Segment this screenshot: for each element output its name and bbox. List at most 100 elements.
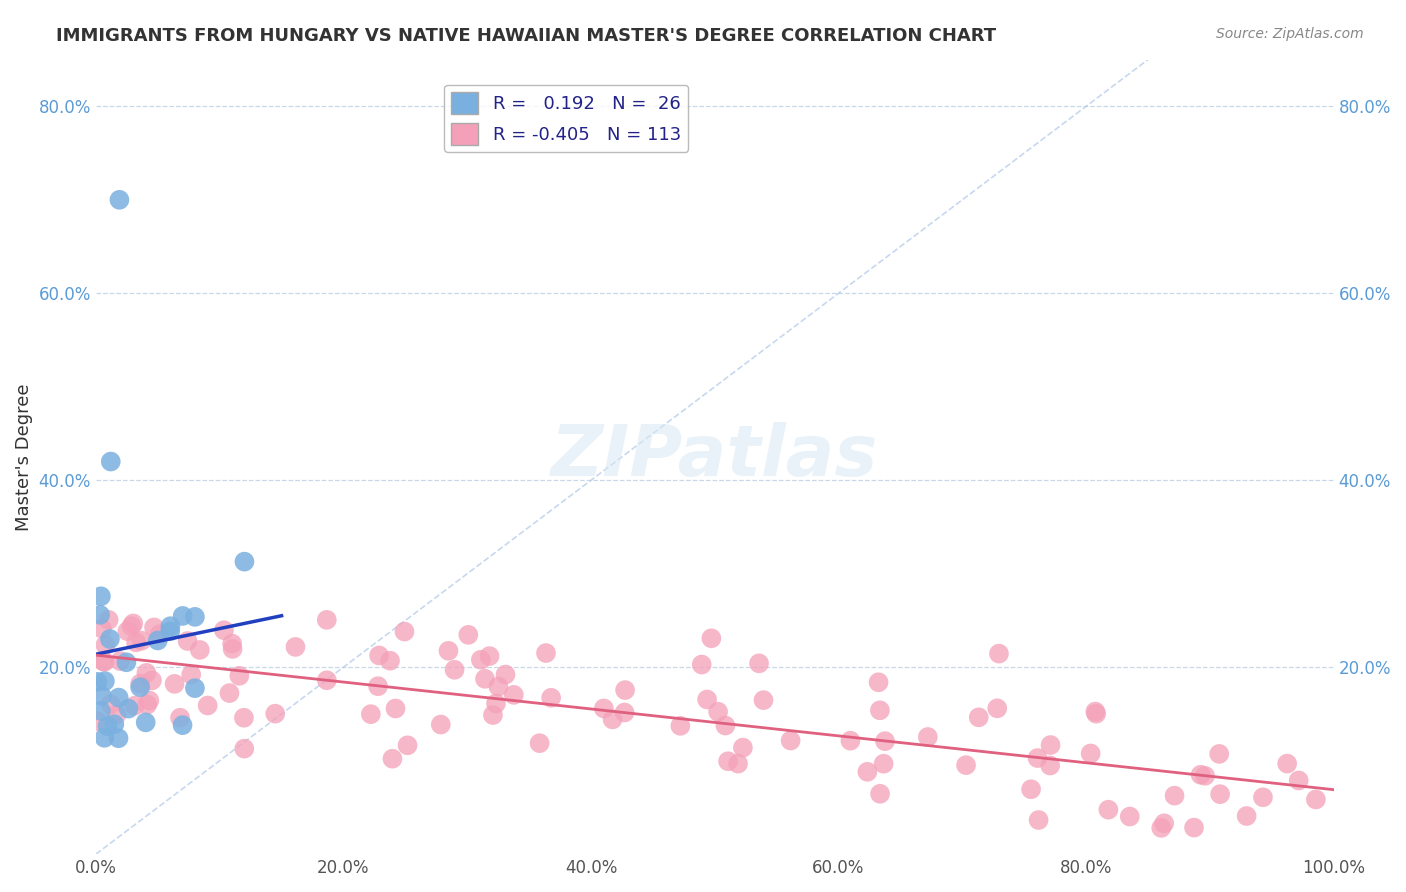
Point <box>592 701 614 715</box>
Point <box>955 758 977 772</box>
Point <box>184 681 207 695</box>
Point <box>602 712 624 726</box>
Point <box>105 707 128 722</box>
Point <box>90 704 112 718</box>
Point <box>1275 756 1298 771</box>
Point <box>1026 751 1049 765</box>
Point <box>90 689 112 703</box>
Point <box>1019 782 1042 797</box>
Point <box>91 654 114 668</box>
Point <box>1194 769 1216 783</box>
Point <box>90 622 112 636</box>
Point <box>502 688 524 702</box>
Point <box>233 711 256 725</box>
Point <box>120 619 142 633</box>
Point <box>1150 821 1173 835</box>
Point <box>360 707 382 722</box>
Point <box>748 657 770 671</box>
Point <box>1182 821 1205 835</box>
Point <box>122 616 145 631</box>
Point <box>717 754 740 768</box>
Point <box>869 787 891 801</box>
Point <box>437 644 460 658</box>
Point <box>529 736 551 750</box>
Point <box>367 679 389 693</box>
Point <box>136 698 159 712</box>
Point <box>176 634 198 648</box>
Point <box>839 733 862 747</box>
Point <box>474 672 496 686</box>
Point <box>1119 809 1142 823</box>
Point <box>988 647 1011 661</box>
Point <box>856 764 879 779</box>
Point <box>159 624 181 639</box>
Point <box>613 706 636 720</box>
Point <box>368 648 391 663</box>
Point <box>669 719 692 733</box>
Point <box>1084 705 1107 719</box>
Point <box>100 698 122 712</box>
Point <box>1288 773 1310 788</box>
Point <box>212 624 235 638</box>
Point <box>779 733 801 747</box>
Point <box>218 686 240 700</box>
Point <box>1039 758 1062 772</box>
Point <box>752 693 775 707</box>
Point <box>233 741 256 756</box>
Point <box>378 654 401 668</box>
Point <box>86 714 108 728</box>
Point <box>727 756 749 771</box>
Point <box>188 643 211 657</box>
Point <box>1189 768 1212 782</box>
Point <box>869 703 891 717</box>
Point <box>1085 706 1108 721</box>
Point <box>135 715 157 730</box>
Point <box>233 555 256 569</box>
Text: ZIPatlas: ZIPatlas <box>551 423 879 491</box>
Y-axis label: Master's Degree: Master's Degree <box>15 384 32 531</box>
Point <box>89 607 111 622</box>
Point <box>107 690 129 705</box>
Point <box>540 690 562 705</box>
Point <box>124 698 146 713</box>
Point <box>873 734 896 748</box>
Point <box>96 719 118 733</box>
Point <box>169 711 191 725</box>
Point <box>115 655 138 669</box>
Point <box>98 632 121 646</box>
Point <box>1153 816 1175 830</box>
Point <box>135 665 157 680</box>
Point <box>1236 809 1258 823</box>
Point <box>184 610 207 624</box>
Point <box>180 667 202 681</box>
Point <box>457 628 479 642</box>
Point <box>125 635 148 649</box>
Point <box>100 454 122 468</box>
Point <box>1208 747 1230 761</box>
Point <box>131 633 153 648</box>
Point <box>534 646 557 660</box>
Point <box>1305 792 1327 806</box>
Point <box>141 673 163 688</box>
Point <box>470 653 492 667</box>
Point <box>696 692 718 706</box>
Point <box>221 641 243 656</box>
Point <box>1209 787 1232 801</box>
Point <box>129 676 152 690</box>
Point <box>172 718 194 732</box>
Point <box>264 706 287 721</box>
Point <box>443 663 465 677</box>
Point <box>149 627 172 641</box>
Point <box>700 632 723 646</box>
Point <box>86 674 108 689</box>
Point <box>163 677 186 691</box>
Point <box>107 731 129 746</box>
Point <box>97 613 120 627</box>
Point <box>396 739 419 753</box>
Point <box>1039 738 1062 752</box>
Point <box>1251 790 1274 805</box>
Point <box>690 657 713 672</box>
Point <box>228 669 250 683</box>
Point <box>129 680 152 694</box>
Point <box>93 655 115 669</box>
